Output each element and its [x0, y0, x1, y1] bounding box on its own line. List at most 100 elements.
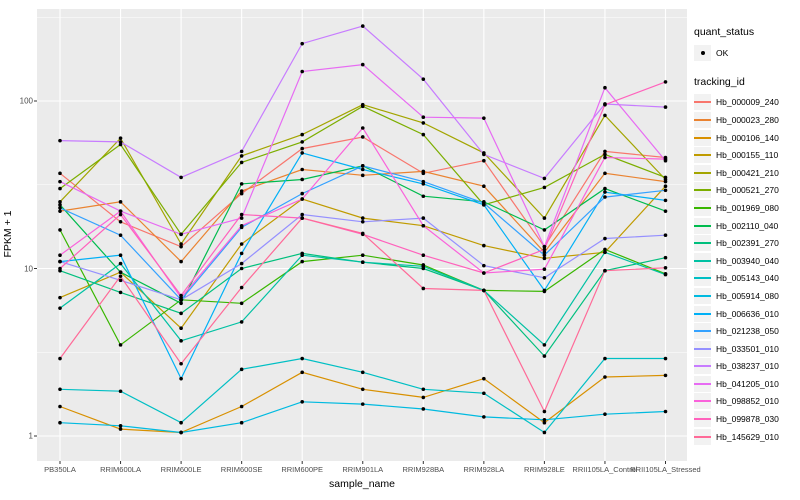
data-point [58, 186, 62, 191]
legend-item-label: OK [716, 47, 729, 58]
legend-item-tracking-id: Hb_006636_010 [694, 305, 800, 323]
series-color-line-icon [694, 224, 711, 227]
data-point [603, 250, 607, 255]
legend-title-quant-status: quant_status [694, 26, 755, 38]
data-point [360, 167, 365, 172]
series-color-line-icon [694, 435, 711, 438]
data-point [118, 212, 123, 217]
data-point [421, 223, 426, 228]
series-color-line-icon [694, 330, 711, 333]
legend-item-label: Hb_145629_010 [716, 431, 779, 442]
data-point [421, 77, 426, 81]
series-color-line-icon [694, 101, 711, 104]
legend-key-line-swatch [694, 94, 711, 111]
legend-item-label: Hb_000023_280 [716, 114, 779, 125]
data-point [663, 409, 668, 414]
legend-item-quant-status: OK [694, 44, 800, 62]
data-point [482, 263, 486, 268]
data-point [58, 203, 62, 207]
y-tick-label: 100 [19, 96, 33, 106]
data-point [239, 191, 244, 196]
data-point [542, 250, 547, 255]
data-point [118, 261, 123, 266]
ok-point-icon [700, 50, 705, 55]
data-point [542, 253, 547, 258]
data-point [58, 295, 62, 300]
data-point [239, 182, 244, 186]
legend-item-tracking-id: Hb_001969_080 [694, 199, 800, 217]
data-point [300, 177, 305, 182]
data-point [663, 175, 668, 180]
data-point [542, 216, 547, 220]
data-point [663, 198, 668, 203]
data-point [58, 138, 62, 143]
data-point [482, 288, 486, 293]
data-point [603, 247, 607, 252]
legend-item-label: Hb_000009_240 [716, 97, 779, 108]
legend-key-line-swatch [694, 270, 711, 287]
data-point [239, 301, 244, 306]
data-point [663, 356, 668, 361]
legend-item-tracking-id: Hb_033501_010 [694, 340, 800, 358]
data-point [603, 195, 607, 199]
data-point [239, 216, 244, 220]
data-point [542, 409, 547, 414]
data-point [300, 41, 305, 46]
data-point [663, 184, 668, 188]
legend-item-tracking-id: Hb_038237_010 [694, 358, 800, 376]
legend-item-tracking-id: Hb_002110_040 [694, 217, 800, 235]
data-point [360, 62, 365, 67]
legend-item-label: Hb_041205_010 [716, 378, 779, 389]
data-point [239, 223, 244, 228]
data-point [179, 259, 183, 264]
series-color-line-icon [694, 136, 711, 139]
data-point [542, 247, 547, 252]
data-point [542, 343, 547, 347]
legend-item-label: Hb_002110_040 [716, 220, 779, 231]
data-point [239, 320, 244, 324]
series-color-line-icon [694, 118, 711, 121]
x-tick-label: RRIM928LE [523, 465, 565, 474]
series-color-line-icon [694, 365, 711, 368]
y-axis-title: FPKM + 1 [2, 210, 14, 258]
x-axis-title: sample_name [329, 478, 395, 490]
legend: quant_status OK tracking_id Hb_000009_24… [694, 18, 800, 445]
data-point [239, 404, 244, 409]
y-tick-label: 1 [28, 431, 33, 441]
legend-item-label: Hb_003940_040 [716, 255, 779, 266]
legend-item-tracking-id: Hb_003940_040 [694, 252, 800, 270]
data-point [118, 220, 123, 224]
data-point [421, 253, 426, 258]
legend-key-line-swatch [694, 305, 711, 322]
data-point [482, 184, 486, 188]
legend-key-line-swatch [694, 358, 711, 375]
data-point [482, 201, 486, 205]
legend-key-line-swatch [694, 217, 711, 234]
data-point [58, 171, 62, 176]
legend-key-line-swatch [694, 287, 711, 304]
data-point [118, 278, 123, 283]
legend-item-tracking-id: Hb_005914_080 [694, 287, 800, 305]
data-point [360, 231, 365, 236]
legend-quant-status-items: OK [694, 44, 800, 62]
data-point [118, 389, 123, 394]
data-point [663, 373, 668, 378]
legend-item-label: Hb_000421_210 [716, 167, 779, 178]
legend-key-line-swatch [694, 164, 711, 181]
legend-item-tracking-id: Hb_098852_010 [694, 393, 800, 411]
data-point [118, 209, 123, 213]
x-tick-label: RRIM600LE [160, 465, 202, 474]
data-point [179, 376, 183, 381]
data-point [179, 301, 183, 306]
data-point [58, 356, 62, 361]
data-point [118, 233, 123, 238]
x-tick-label: RRII105LA_Control [572, 465, 638, 474]
legend-key-line-swatch [694, 323, 711, 340]
legend-key-point [694, 44, 711, 61]
data-point [603, 155, 607, 160]
legend-key-line-swatch [694, 393, 711, 410]
data-point [603, 171, 607, 176]
data-point [179, 420, 183, 425]
x-tick-label: RRIM600LA [100, 465, 141, 474]
